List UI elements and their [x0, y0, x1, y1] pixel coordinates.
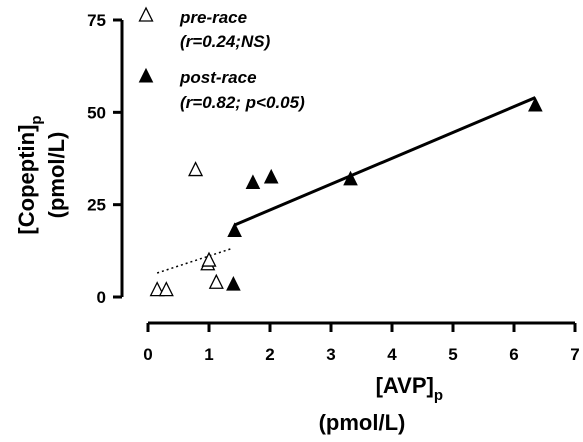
fit-line-pre-race	[156, 248, 231, 274]
legend-label-post-race: post-race	[179, 68, 257, 87]
legend: pre-race (r=0.24;NS) post-race (r=0.82; …	[138, 6, 305, 112]
data-point-pre-race	[158, 281, 174, 297]
legend-triangle-post-race	[138, 67, 154, 83]
data-point-pre-race	[201, 251, 217, 267]
data-point-pre-race	[208, 273, 224, 289]
x-axis-title: [AVP]p	[376, 373, 443, 404]
axes: 0 1 2 3 4 5 6 7 0 25 50 75	[87, 11, 580, 364]
data-point-pre-race	[188, 161, 204, 177]
legend-marker-post-race	[138, 67, 154, 83]
fit-line-post-race	[234, 96, 536, 227]
data-point-post-race	[227, 222, 242, 238]
y-tick-label: 25	[87, 196, 106, 215]
x-tick-label: 2	[265, 345, 274, 364]
data-point-post-race	[343, 170, 358, 186]
x-tick-label: 4	[387, 345, 397, 364]
data-point-post-race	[245, 174, 261, 190]
x-tick-label: 6	[509, 345, 518, 364]
data-points	[149, 96, 543, 297]
legend-label-pre-race: pre-race	[179, 8, 247, 27]
x-axis-title-sub: p	[434, 387, 443, 404]
data-point-post-race	[263, 168, 279, 184]
x-tick-label: 0	[143, 345, 152, 364]
data-point-post-race	[226, 275, 241, 291]
y-tick-label: 75	[87, 11, 106, 30]
y-tick-label: 50	[87, 103, 106, 122]
x-axis-title-main: [AVP]	[376, 373, 434, 398]
y-axis-title-sub: p	[28, 115, 45, 124]
x-tick-label: 3	[326, 345, 335, 364]
fit-lines	[156, 96, 536, 274]
legend-stat-pre-race: (r=0.24;NS)	[180, 32, 271, 51]
data-point-post-race	[528, 96, 543, 112]
legend-marker-pre-race	[138, 6, 154, 22]
y-axis-unit: (pmol/L)	[44, 132, 69, 219]
x-axis-unit: (pmol/L)	[319, 410, 406, 435]
y-axis-title-main: [Copeptin]	[14, 125, 39, 235]
data-point-pre-race	[149, 281, 165, 297]
x-tick-label: 7	[570, 345, 579, 364]
y-tick-label: 0	[97, 288, 106, 307]
y-axis-title: [Copeptin]p	[14, 115, 45, 234]
legend-triangle-pre-race	[138, 6, 154, 22]
x-tick-label: 5	[448, 345, 457, 364]
x-tick-label: 1	[204, 345, 213, 364]
legend-stat-post-race: (r=0.82; p<0.05)	[180, 93, 305, 112]
